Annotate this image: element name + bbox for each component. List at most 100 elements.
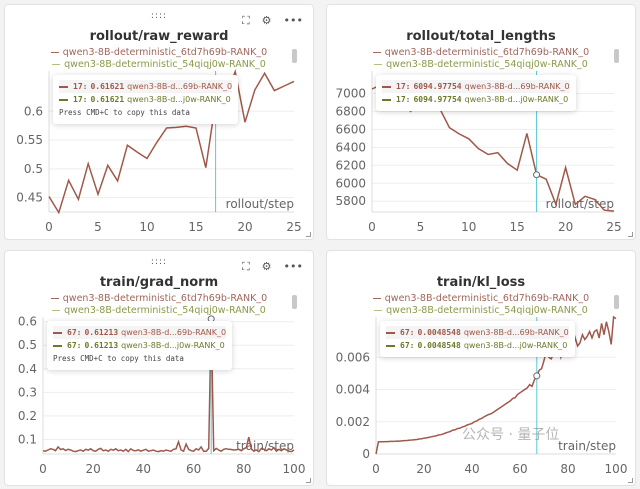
y-tick-label: 0.45 [16, 191, 43, 205]
legend-swatch [52, 309, 61, 312]
tooltip-swatch [59, 98, 68, 101]
tooltip-step: 67: [67, 328, 82, 337]
tooltip-value: 0.0048548 [417, 341, 461, 350]
legend-scrollbar[interactable] [614, 295, 619, 309]
legend-item[interactable]: qwen3-8B-deterministic_54qiqj0w-RANK_0 [5, 59, 313, 71]
x-tick-label: 40 [464, 462, 479, 476]
legend: qwen3-8B-deterministic_6td7h69b-RANK_0 q… [5, 293, 313, 317]
tooltip-value: 0.61621 [90, 82, 125, 91]
panel-raw-reward: :::: ⛶ ⚙ ••• rollout/raw_reward qwen3-8B-det… [4, 4, 314, 240]
panel-kl-loss: train/kl_loss qwen3-8B-deterministic_6td… [326, 250, 636, 486]
fullscreen-icon[interactable]: ⛶ [241, 14, 250, 27]
x-tick-label: 15 [188, 220, 203, 234]
tooltip-run: qwen3-8B-d...j0w-RANK_0 [464, 95, 569, 104]
tooltip-value: 6094.97754 [413, 95, 462, 104]
more-icon[interactable]: ••• [283, 260, 303, 273]
x-tick-label: 0 [45, 220, 53, 234]
chart-title: rollout/total_lengths [406, 29, 556, 44]
tooltip-swatch [382, 98, 391, 101]
x-axis-label: rollout/step [226, 197, 294, 211]
tooltip-run: qwen3-8B-d...69b-RANK_0 [464, 82, 570, 91]
resize-handle[interactable] [306, 232, 311, 237]
tooltip-step: 17: [73, 95, 88, 104]
gear-icon[interactable]: ⚙ [261, 14, 272, 27]
tooltip-step: 67: [400, 341, 415, 350]
legend-label: qwen3-8B-deterministic_6td7h69b-RANK_0 [384, 47, 590, 58]
legend-item[interactable]: qwen3-8B-deterministic_6td7h69b-RANK_0 [5, 47, 313, 59]
legend-label: qwen3-8B-deterministic_54qiqj0w-RANK_0 [386, 305, 588, 316]
legend-swatch [372, 297, 381, 300]
legend-swatch [372, 51, 381, 54]
tooltip-run: qwen3-8B-d...69b-RANK_0 [127, 82, 233, 91]
hover-tooltip: 17: 6094.97754 qwen3-8B-d...69b-RANK_0 17: 6… [376, 75, 576, 111]
tooltip-value: 0.61213 [84, 341, 119, 350]
drag-handle[interactable]: :::: [150, 11, 168, 21]
legend-item[interactable]: qwen3-8B-deterministic_54qiqj0w-RANK_0 [5, 305, 313, 317]
legend-item[interactable]: qwen3-8B-deterministic_54qiqj0w-RANK_0 [327, 59, 635, 71]
chart-plot[interactable]: 0 0.002 0.004 0.006 0 20 40 60 80 100 train/step [327, 251, 636, 486]
legend-swatch [50, 51, 59, 54]
legend-scrollbar[interactable] [292, 49, 297, 63]
x-axis-label: rollout/step [546, 197, 614, 211]
x-tick-label: 100 [283, 462, 306, 476]
gear-icon[interactable]: ⚙ [261, 260, 272, 273]
resize-handle[interactable] [628, 478, 633, 483]
panel-grad-norm: :::: ⛶ ⚙ •••train/grad_norm qwen3-8B-determ… [4, 250, 314, 486]
series-line [48, 68, 295, 215]
hover-tooltip: 67: 0.61213 qwen3-8B-d...69b-RANK_0 67: 0.61… [47, 321, 233, 370]
resize-handle[interactable] [628, 232, 633, 237]
x-tick-label: 0 [372, 462, 380, 476]
legend-swatch [374, 63, 383, 66]
y-tick-label: 6600 [335, 122, 366, 136]
y-tick-label: 0.006 [336, 350, 370, 364]
tooltip-swatch [59, 85, 68, 88]
resize-handle[interactable] [306, 478, 311, 483]
x-tick-label: 15 [510, 220, 525, 234]
legend-item[interactable]: qwen3-8B-deterministic_6td7h69b-RANK_0 [327, 47, 635, 59]
tooltip-swatch [382, 85, 391, 88]
tooltip-step: 17: [73, 82, 88, 91]
legend: qwen3-8B-deterministic_6td7h69b-RANK_0 q… [327, 47, 635, 71]
legend-item[interactable]: qwen3-8B-deterministic_6td7h69b-RANK_0 [327, 293, 635, 305]
y-tick-label: 0.4 [18, 362, 37, 376]
tooltip-run: qwen3-8B-d...j0w-RANK_0 [127, 95, 231, 104]
legend: qwen3-8B-deterministic_6td7h69b-RANK_0 q… [327, 293, 635, 317]
x-tick-label: 20 [86, 462, 101, 476]
hover-point [533, 372, 541, 380]
y-tick-label: 0.55 [16, 133, 43, 147]
legend-item[interactable]: qwen3-8B-deterministic_6td7h69b-RANK_0 [5, 293, 313, 305]
legend-label: qwen3-8B-deterministic_54qiqj0w-RANK_0 [64, 305, 266, 316]
tooltip-value: 6094.97754 [413, 82, 462, 91]
y-tick-label: 6000 [335, 176, 366, 190]
tooltip-step: 67: [400, 328, 415, 337]
y-tick-label: 0.5 [18, 338, 37, 352]
x-tick-label: 25 [606, 220, 621, 234]
x-tick-label: 5 [417, 220, 425, 234]
chart-plot[interactable]: 0.45 0.5 0.55 0.6 0 5 10 15 20 25 rollout/step [5, 5, 314, 240]
y-tick-label: 0.6 [24, 104, 43, 118]
legend-swatch [50, 297, 59, 300]
tooltip-swatch [386, 344, 395, 347]
legend: qwen3-8B-deterministic_6td7h69b-RANK_0 q… [5, 47, 313, 71]
hover-point [533, 171, 541, 179]
x-axis-label: train/step [236, 439, 294, 453]
x-axis-label: train/step [558, 439, 616, 453]
tooltip-run: qwen3-8B-d...j0w-RANK_0 [121, 341, 225, 350]
chart-title: train/grad_norm [99, 275, 219, 290]
tooltip-row: 67: 0.61213 qwen3-8B-d...69b-RANK_0 [53, 326, 227, 339]
watermark: 公众号 · 量子位 [462, 427, 560, 443]
more-icon[interactable]: ••• [283, 14, 303, 27]
y-tick-label: 0.2 [18, 409, 37, 423]
legend-label: qwen3-8B-deterministic_6td7h69b-RANK_0 [384, 293, 590, 304]
legend-label: qwen3-8B-deterministic_54qiqj0w-RANK_0 [64, 59, 266, 70]
copy-hint: Press CMD+C to copy this data [59, 108, 190, 117]
series-line [42, 318, 295, 453]
tooltip-swatch [53, 331, 62, 334]
legend-item[interactable]: qwen3-8B-deterministic_54qiqj0w-RANK_0 [327, 305, 635, 317]
fullscreen-icon[interactable]: ⛶ [241, 260, 250, 273]
drag-handle[interactable]: :::: [150, 257, 168, 267]
y-tick-label: 7000 [335, 86, 366, 100]
legend-scrollbar[interactable] [292, 295, 297, 309]
legend-scrollbar[interactable] [614, 49, 619, 63]
